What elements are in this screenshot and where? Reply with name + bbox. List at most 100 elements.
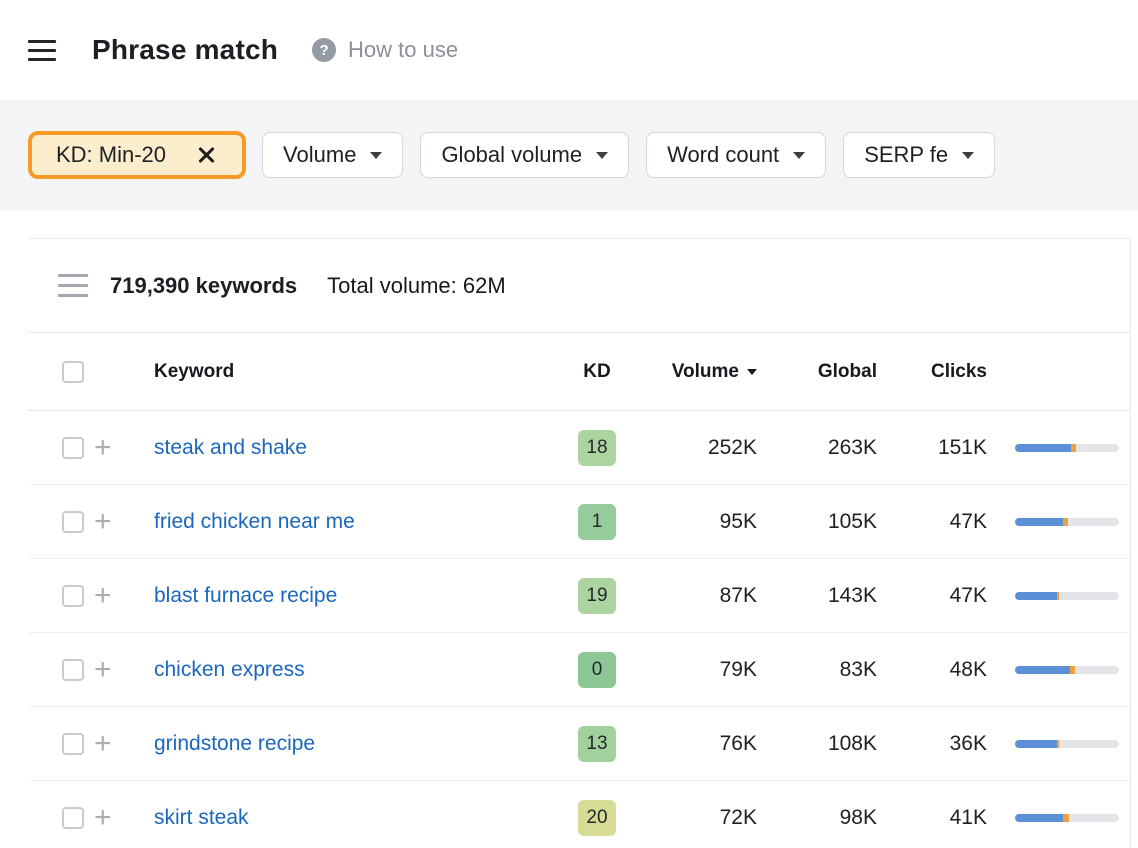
column-header-clicks[interactable]: Clicks <box>931 360 987 382</box>
keyword-link[interactable]: chicken express <box>154 657 305 681</box>
clicks-cell: 36K <box>949 731 987 755</box>
bar-segment-blue <box>1015 517 1063 526</box>
volume-cell: 72K <box>719 805 757 829</box>
close-icon[interactable] <box>196 145 216 165</box>
column-header-volume-label: Volume <box>671 360 739 382</box>
bar-segment-blue <box>1015 591 1057 600</box>
keyword-link[interactable]: grindstone recipe <box>154 731 316 755</box>
help-link[interactable]: How to use <box>348 37 459 62</box>
select-all-checkbox[interactable] <box>62 360 84 383</box>
column-header-global[interactable]: Global <box>817 360 877 382</box>
global-cell: 143K <box>827 583 877 607</box>
add-keyword-icon[interactable]: + <box>94 800 112 834</box>
row-checkbox[interactable] <box>62 584 84 607</box>
volume-cell: 87K <box>719 583 757 607</box>
active-filter-kd[interactable]: KD: Min-20 <box>28 131 247 179</box>
add-keyword-icon[interactable]: + <box>94 578 112 612</box>
table-body: + steak and shake 18 252K 263K 151K + fr… <box>28 411 1130 848</box>
filter-dropdowns: Volume Global volume Word count SERP fe <box>262 132 996 178</box>
filter-dropdown[interactable]: SERP fe <box>843 132 996 178</box>
bar-segment-orange <box>1056 591 1059 600</box>
add-keyword-icon[interactable]: + <box>94 504 112 538</box>
kd-badge: 1 <box>578 503 616 540</box>
table-row: + chicken express 0 79K 83K 48K <box>28 633 1130 707</box>
kd-badge: 0 <box>578 651 616 688</box>
keyword-link[interactable]: fried chicken near me <box>154 509 355 533</box>
row-checkbox[interactable] <box>62 732 84 755</box>
table-row: + steak and shake 18 252K 263K 151K <box>28 411 1130 485</box>
filter-dropdown[interactable]: Volume <box>262 132 404 178</box>
global-cell: 108K <box>827 731 877 755</box>
clicks-cell: 151K <box>937 435 987 459</box>
active-filter-label: KD: Min-20 <box>56 142 167 167</box>
bar-segment-orange <box>1071 443 1077 452</box>
clicks-cell: 47K <box>949 509 987 533</box>
keywords-count: 719,390 keywords <box>110 272 298 298</box>
kd-badge: 18 <box>578 429 616 466</box>
volume-cell: 252K <box>707 435 757 459</box>
bar-segment-blue <box>1015 665 1071 674</box>
clicks-bar <box>1015 739 1119 748</box>
results-card: 719,390 keywords Total volume: 62M Keywo… <box>28 238 1131 848</box>
bar-segment-orange <box>1056 739 1059 748</box>
filter-dropdown[interactable]: Global volume <box>420 132 630 178</box>
column-header-volume[interactable]: Volume <box>627 333 757 410</box>
clicks-bar <box>1015 665 1119 674</box>
clicks-bar <box>1015 517 1119 526</box>
filter-dropdown-label: Global volume <box>441 142 583 167</box>
kd-badge: 13 <box>578 725 616 762</box>
sort-desc-icon <box>747 368 757 375</box>
clicks-bar <box>1015 443 1119 452</box>
menu-icon[interactable] <box>28 39 56 61</box>
filter-bar: KD: Min-20 Volume Global volume Word cou… <box>0 100 1138 210</box>
filter-dropdown-label: Volume <box>283 142 357 167</box>
page-title: Phrase match <box>92 34 279 65</box>
row-checkbox[interactable] <box>62 806 84 829</box>
clicks-cell: 48K <box>949 657 987 681</box>
clicks-cell: 41K <box>949 805 987 829</box>
bar-segment-orange <box>1062 813 1070 822</box>
filter-dropdown-label: Word count <box>667 142 780 167</box>
chevron-down-icon <box>793 151 806 159</box>
kd-badge: 20 <box>578 799 616 836</box>
column-header-keyword[interactable]: Keyword <box>154 360 235 382</box>
add-keyword-icon[interactable]: + <box>94 726 112 760</box>
kd-badge: 19 <box>578 577 616 614</box>
column-header-kd[interactable]: KD <box>583 360 611 382</box>
keyword-link[interactable]: skirt steak <box>154 805 249 829</box>
row-checkbox[interactable] <box>62 436 84 459</box>
volume-cell: 76K <box>719 731 757 755</box>
volume-cell: 79K <box>719 657 757 681</box>
keyword-link[interactable]: blast furnace recipe <box>154 583 338 607</box>
top-bar: Phrase match ? How to use <box>0 0 1138 100</box>
row-checkbox[interactable] <box>62 510 84 533</box>
table-row: + fried chicken near me 1 95K 105K 47K <box>28 485 1130 559</box>
add-keyword-icon[interactable]: + <box>94 430 112 464</box>
help-icon[interactable]: ? <box>312 38 337 62</box>
row-checkbox[interactable] <box>62 658 84 681</box>
bar-segment-blue <box>1015 443 1072 452</box>
filter-dropdown[interactable]: Word count <box>646 132 827 178</box>
table-row: + skirt steak 20 72K 98K 41K <box>28 781 1130 848</box>
table-row: + grindstone recipe 13 76K 108K 36K <box>28 707 1130 781</box>
global-cell: 83K <box>839 657 877 681</box>
global-cell: 105K <box>827 509 877 533</box>
total-volume: Total volume: 62M <box>327 272 506 298</box>
add-keyword-icon[interactable]: + <box>94 652 112 686</box>
global-cell: 263K <box>827 435 877 459</box>
clicks-bar <box>1015 591 1119 600</box>
chevron-down-icon <box>962 151 975 159</box>
bar-segment-orange <box>1062 517 1069 526</box>
clicks-cell: 47K <box>949 583 987 607</box>
bar-segment-orange <box>1070 665 1076 674</box>
chevron-down-icon <box>596 151 609 159</box>
table-row: + blast furnace recipe 19 87K 143K 47K <box>28 559 1130 633</box>
clicks-bar <box>1015 813 1119 822</box>
chevron-down-icon <box>370 151 383 159</box>
filter-dropdown-label: SERP fe <box>864 142 949 167</box>
list-options-icon[interactable] <box>58 274 88 297</box>
summary-row: 719,390 keywords Total volume: 62M <box>28 239 1130 333</box>
bar-segment-blue <box>1015 813 1063 822</box>
keyword-link[interactable]: steak and shake <box>154 435 307 459</box>
bar-segment-blue <box>1015 739 1057 748</box>
